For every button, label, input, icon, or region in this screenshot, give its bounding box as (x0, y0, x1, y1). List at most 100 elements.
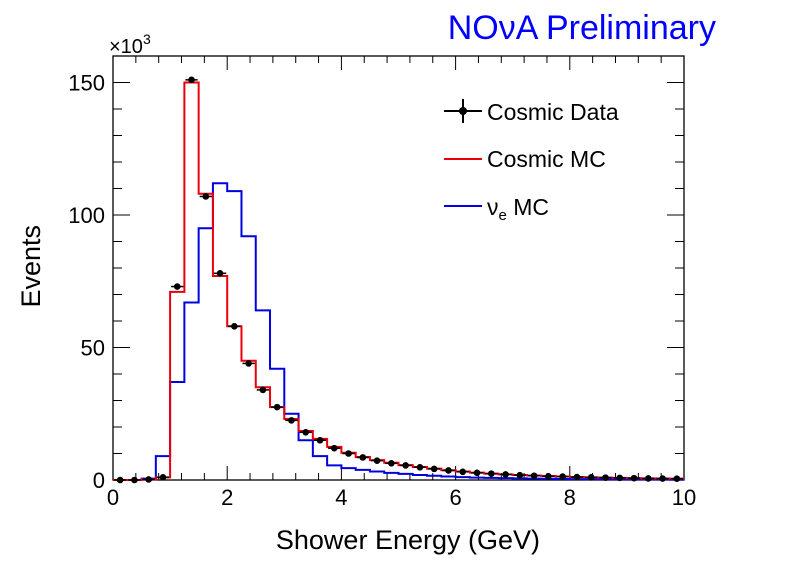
data-point-marker (630, 474, 638, 482)
data-point (413, 463, 427, 471)
data-point (171, 283, 184, 290)
data-point-marker (545, 472, 552, 480)
legend: Cosmic Data Cosmic MC νe MC (444, 99, 619, 224)
data-point (442, 467, 455, 474)
data-point (142, 476, 155, 483)
data-point-marker (559, 473, 566, 480)
data-point (328, 444, 341, 452)
data-point (485, 470, 498, 477)
legend-nue-sub: e (499, 207, 507, 224)
data-point-marker (231, 323, 238, 330)
data-point (128, 476, 141, 484)
x-tick-label: 8 (564, 485, 576, 510)
data-point (499, 471, 512, 478)
data-point-marker (216, 270, 224, 277)
data-point-marker (487, 470, 495, 477)
data-point-marker (131, 476, 138, 484)
data-point (242, 360, 255, 367)
data-point-marker (430, 465, 438, 473)
legend-nue-main: ν (487, 194, 499, 220)
legend-nue-rest: MC (507, 194, 549, 220)
data-point-marker (288, 417, 295, 424)
data-point (642, 475, 655, 482)
data-point-marker (416, 463, 424, 471)
data-point-marker (173, 283, 181, 290)
data-point (285, 417, 298, 424)
data-point-marker (245, 360, 252, 367)
data-point-marker (116, 476, 124, 484)
data-point-marker (259, 386, 267, 394)
y-axis-label: Events (16, 225, 46, 308)
x-tick-label: 10 (672, 485, 696, 510)
data-point (370, 457, 384, 464)
data-point (385, 460, 398, 467)
data-point-marker (445, 467, 452, 474)
data-point (299, 429, 312, 436)
x-axis-label: Shower Energy (GeV) (276, 525, 540, 555)
data-point (399, 462, 412, 469)
data-point (256, 386, 270, 394)
data-point-marker (202, 193, 210, 200)
data-point-marker (359, 454, 367, 461)
data-point (213, 270, 227, 277)
y-multiplier: ×103 (109, 31, 151, 58)
data-point (313, 436, 327, 444)
data-point (356, 454, 369, 461)
x-tick-label: 4 (335, 485, 347, 510)
y-tick-label: 50 (81, 336, 105, 361)
data-point-marker (516, 471, 524, 479)
data-point-marker (616, 474, 624, 482)
data-point (556, 473, 569, 480)
legend-data-marker-dot (459, 107, 467, 115)
data-point-marker (459, 468, 467, 476)
data-point (599, 474, 612, 481)
data-point (542, 472, 555, 480)
data-point (199, 193, 212, 200)
x-tick-label: 6 (449, 485, 461, 510)
data-point (456, 468, 469, 476)
data-point-marker (659, 475, 666, 482)
nue-mc-histogram (113, 182, 684, 481)
data-point-marker (530, 472, 538, 480)
cosmic-mc-histogram (113, 81, 684, 481)
data-point-marker (602, 474, 609, 481)
x-tick-label: 2 (221, 485, 233, 510)
data-point-marker (587, 474, 595, 481)
data-point-marker (302, 429, 310, 436)
data-point-marker (673, 475, 681, 482)
data-point (527, 472, 541, 480)
data-point (513, 471, 526, 479)
data-point (613, 474, 626, 482)
data-point-marker (330, 444, 338, 452)
y-tick-label: 0 (93, 468, 105, 493)
data-point-marker (316, 436, 324, 444)
data-point-marker (573, 473, 581, 481)
data-point-marker (345, 450, 352, 457)
x-tick-label: 0 (107, 485, 119, 510)
legend-label-cosmic-data: Cosmic Data (487, 99, 619, 125)
data-point-marker (388, 460, 395, 467)
data-point-marker (373, 457, 381, 464)
data-point (185, 76, 198, 84)
data-point-marker (402, 462, 409, 469)
data-point-marker (273, 403, 281, 411)
data-point (670, 475, 683, 482)
data-point (228, 323, 241, 330)
data-point-marker (502, 471, 509, 478)
data-point (656, 475, 669, 482)
data-point-marker (645, 475, 652, 482)
data-point (114, 476, 127, 484)
data-point-marker (159, 474, 167, 481)
data-point (271, 403, 284, 411)
y-multiplier-base: ×10 (109, 36, 143, 58)
legend-label-nue-mc: νe MC (487, 194, 549, 224)
y-tick-label: 100 (68, 203, 105, 228)
data-point (585, 474, 598, 481)
legend-label-cosmic-mc: Cosmic MC (487, 146, 606, 172)
data-point (342, 450, 355, 457)
y-multiplier-exponent: 3 (143, 31, 151, 47)
data-point (627, 474, 641, 482)
data-point (156, 474, 170, 481)
data-point (470, 469, 484, 477)
